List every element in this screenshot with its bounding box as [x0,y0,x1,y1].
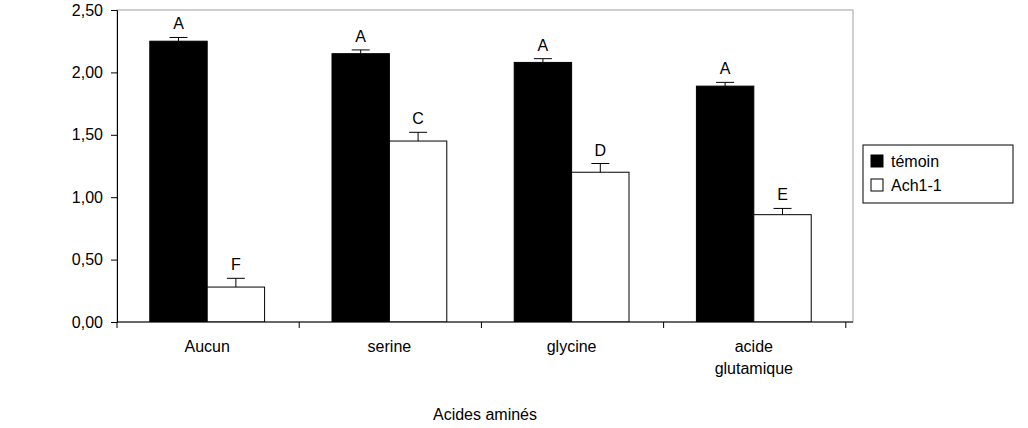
bar [754,215,811,322]
error-stem [600,164,601,173]
error-stem [542,59,543,63]
legend-item: Ach1-1 [871,177,942,194]
y-tick-label: 1,50 [72,126,103,143]
y-tick-label: 2,00 [72,64,103,81]
error-stem [235,278,236,287]
error-stem [418,132,419,141]
x-category-divider [663,322,664,328]
x-axis-line [117,322,853,323]
x-category-divider [299,322,300,328]
x-category-divider [481,322,482,328]
y-tick: 1,00 [72,189,117,206]
significance-letter: C [412,110,424,127]
significance-letter: D [595,142,607,159]
error-cap [716,82,734,83]
y-axis: 0,00 0,50 1,00 1,50 2,00 2,50 [72,2,118,331]
y-tick: 0,00 [72,314,117,331]
bar [150,41,207,322]
error-bar [169,37,187,41]
bars [150,37,811,322]
y-tick-label: 0,00 [72,314,103,331]
significance-letter: A [720,60,731,77]
error-cap [227,278,245,279]
legend-swatch [871,179,883,191]
legend-swatch [871,155,883,167]
significance-letter: F [231,256,241,273]
y-tick-mark [111,72,117,73]
plot: A A A A F C D E 0,00 0,50 1,00 1,50 2,00 2,50 Aucun ser… [72,2,853,377]
error-cap [534,58,552,59]
x-tick-label: serine [368,338,412,355]
error-cap [774,208,792,209]
y-tick-label: 1,00 [72,189,103,206]
error-cap [169,37,187,38]
y-axis-line [111,11,118,323]
bar [572,172,629,322]
significance-letter: A [538,37,549,54]
error-cap [352,49,370,50]
y-tick-mark [111,135,117,136]
bar [332,54,389,322]
y-tick: 1,50 [72,126,117,143]
error-stem [725,82,726,86]
y-tick: 0,50 [72,251,117,268]
bar [207,287,264,322]
error-stem [178,37,179,41]
significance-letter: A [355,28,366,45]
annotations: A A A A F C D E [173,15,788,273]
error-bar [352,50,370,54]
y-tick-mark [111,322,117,323]
y-tick-mark [111,260,117,261]
x-tick-label: Aucun [185,338,230,355]
error-bar [227,278,245,287]
significance-letter: E [777,186,788,203]
legend-box [863,145,1013,203]
legend-label: témoin [891,153,939,170]
x-tick-label: glycine [547,338,597,355]
error-bar [534,59,552,63]
error-bar [409,132,427,141]
x-category-divider [845,322,846,328]
error-cap [409,132,427,133]
y-tick: 2,50 [72,2,117,19]
bar [514,62,571,322]
error-bar [774,208,792,214]
x-axis-title: Acides aminés [433,406,537,423]
plot-frame [117,10,853,322]
error-stem [360,50,361,54]
legend-item: témoin [871,153,939,170]
error-bar [716,82,734,86]
legend: témoin Ach1-1 [863,145,1013,203]
x-category-divider [117,322,118,328]
error-bar [591,164,609,173]
significance-letter: A [173,15,184,32]
x-tick-label: acideglutamique [715,338,793,377]
legend-label: Ach1-1 [891,177,942,194]
y-tick-label: 0,50 [72,251,103,268]
bar [696,86,753,322]
y-tick-label: 2,50 [72,2,103,19]
error-cap [591,163,609,164]
chart: A A A A F C D E 0,00 0,50 1,00 1,50 2,00 2,50 Aucun ser… [0,0,1028,428]
y-tick: 2,00 [72,64,117,81]
bar [389,141,446,322]
x-axis: Aucun serine glycine acideglutamique [117,322,853,377]
y-tick-mark [111,10,117,11]
y-tick-mark [111,197,117,198]
error-stem [782,208,783,214]
